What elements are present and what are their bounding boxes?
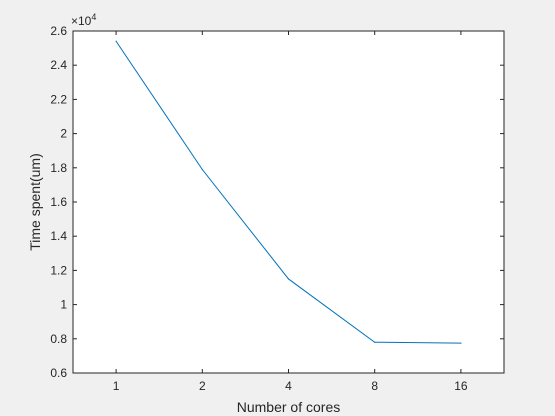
y-tick-label: 2.4 <box>50 58 67 72</box>
y-exponent-power: 4 <box>91 12 96 22</box>
y-axis-ticks: 0.6 0.8 1 1.2 1.4 1.6 1.8 2 2.2 2.4 2.6 <box>50 24 504 380</box>
x-axis-ticks: 1 2 4 8 16 <box>113 31 468 393</box>
x-axis-label: Number of cores <box>237 399 340 415</box>
y-tick-label: 2.6 <box>50 24 67 38</box>
data-point <box>460 342 462 344</box>
y-tick-label: 1.2 <box>50 263 67 277</box>
x-tick-label: 16 <box>454 379 468 393</box>
y-tick-label: 2.2 <box>50 92 67 106</box>
data-point <box>287 278 290 280</box>
y-tick-label: 1.6 <box>50 195 67 209</box>
data-point <box>115 40 117 42</box>
y-tick-label: 2 <box>60 127 67 141</box>
data-point <box>201 168 203 171</box>
y-tick-label: 0.6 <box>50 366 67 380</box>
x-tick-label: 1 <box>113 379 120 393</box>
series-layer <box>115 40 462 344</box>
y-tick-label: 1 <box>60 298 67 312</box>
data-point <box>374 341 376 343</box>
x-tick-label: 2 <box>199 379 206 393</box>
y-axis-label: Time spent(um) <box>27 153 43 251</box>
y-exponent-label: ×104 <box>71 12 96 28</box>
y-tick-label: 1.8 <box>50 161 67 175</box>
plot-area <box>72 30 505 374</box>
x-tick-label: 4 <box>285 379 292 393</box>
y-tick-label: 1.4 <box>50 229 67 243</box>
y-tick-label: 0.8 <box>50 332 67 346</box>
x-tick-label: 8 <box>371 379 378 393</box>
y-exponent-base: ×10 <box>71 14 92 28</box>
